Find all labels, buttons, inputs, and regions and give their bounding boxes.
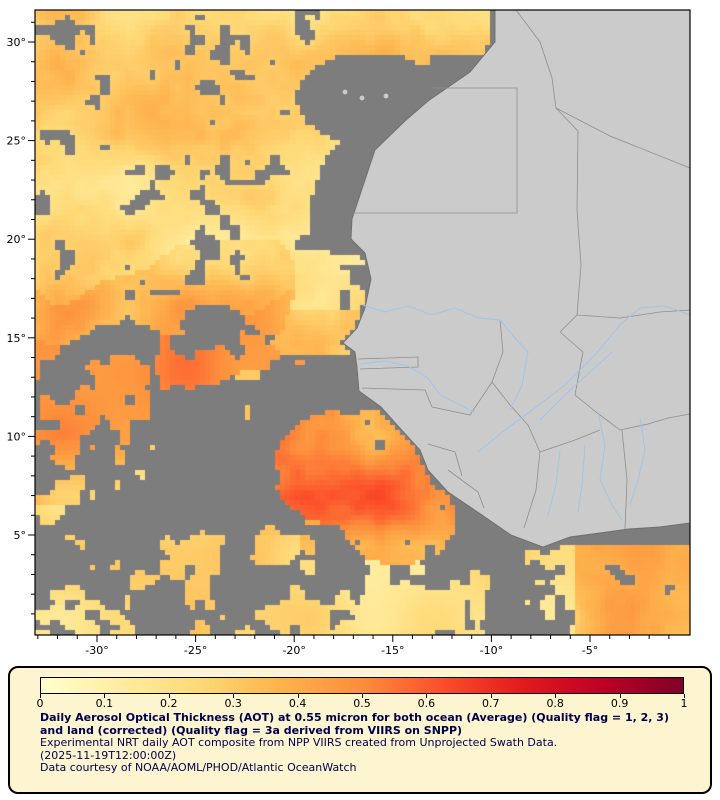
colorbar-tick-mark [362,694,363,698]
colorbar-tick-mark [426,694,428,698]
river [477,305,691,453]
colorbar-tick-label: 0.6 [417,697,436,710]
lon-label: -10° [480,644,503,657]
map-frame [34,9,691,636]
lat-label: 10° [7,430,27,443]
lon-label: -5° [582,644,598,657]
colorbar-tick-mark [490,694,492,698]
country-border [427,443,463,477]
canary-islands [359,95,365,101]
country-border [515,9,557,109]
river [359,360,441,396]
legend-description: Experimental NRT daily AOT composite fro… [40,736,558,750]
country-border [361,387,433,408]
country-border [595,411,691,431]
country-border [447,469,485,509]
colorbar-tick-label: 0.2 [160,697,178,710]
canary-islands [383,93,389,99]
river [509,351,529,411]
country-border [491,319,504,383]
lat-label: 15° [7,332,27,345]
colorbar-tick-label: 0.3 [224,697,242,710]
land-west-africa [342,9,691,548]
colorbar-tick-label: 1 [680,697,688,710]
lat-label: 25° [7,135,27,148]
colorbar-tick-mark [104,694,106,698]
colorbar-tick-mark [684,694,685,698]
river [547,449,561,516]
country-border [576,309,691,319]
country-border [491,381,541,453]
colorbar-tick-label: 0.8 [546,697,564,710]
lon-label: -25° [184,644,207,657]
country-border [555,107,691,169]
map-overlay: 30° 25° 20° 15° 10° 5° -30° -25° -20° -15° -10° -5° [7,9,691,657]
colorbar-scale: 0 0.1 0.2 0.3 0.4 0.5 0.6 0.7 0.8 0.9 1 [36,694,688,710]
country-border [357,356,419,370]
colorbar-tick-mark [233,694,235,698]
colorbar-tick-label: 0.4 [288,697,307,710]
colorbar-tick-label: 0.5 [353,697,371,710]
river [629,417,646,506]
legend-timestamp: (2025-11-19T12:00:00Z) [40,748,177,762]
river [362,304,529,353]
colorbar-tick-mark [555,694,557,698]
river [577,444,586,513]
legend-text: Daily Aerosol Optical Thickness (AOT) at… [40,711,684,775]
country-border [539,429,601,453]
lon-label: -30° [85,644,108,657]
canary-islands [342,89,348,95]
country-border [431,381,493,416]
colorbar-tick-label: 0.7 [482,697,500,710]
colorbar-tick-mark [619,694,621,698]
country-border [353,87,518,214]
colorbar-tick-label: 0.1 [95,697,114,710]
country-border [621,429,628,530]
river [539,351,613,421]
lat-label: 5° [14,529,27,542]
legend-courtesy: Data courtesy of NOAA/AOML/PHOD/Atlantic… [40,761,357,775]
country-border [523,451,541,529]
lat-label: 30° [7,36,27,49]
colorbar-tick-label: 0 [36,697,44,710]
lat-label: 20° [7,233,27,246]
lon-label: -20° [282,644,305,657]
colorbar-row: 0 0.1 0.2 0.3 0.4 0.5 0.6 0.7 0.8 0.9 1 [36,677,688,710]
river [597,411,623,521]
colorbar-tick-mark [40,694,41,698]
legend-panel: 0 0.1 0.2 0.3 0.4 0.5 0.6 0.7 0.8 0.9 1 Daily Aero… [8,666,712,794]
colorbar-tick-label: 0.9 [610,697,629,710]
map-area: 30° 25° 20° 15° 10° 5° -30° -25° -20° -15° -10° -5° [7,9,691,657]
country-border [559,331,597,413]
river [439,394,475,413]
country-border [555,107,582,333]
colorbar-tick-mark [168,694,170,698]
colorbar [40,677,684,694]
colorbar-tick-mark [297,694,299,698]
legend-title: Daily Aerosol Optical Thickness (AOT) at… [40,711,669,737]
lon-label: -15° [381,644,404,657]
